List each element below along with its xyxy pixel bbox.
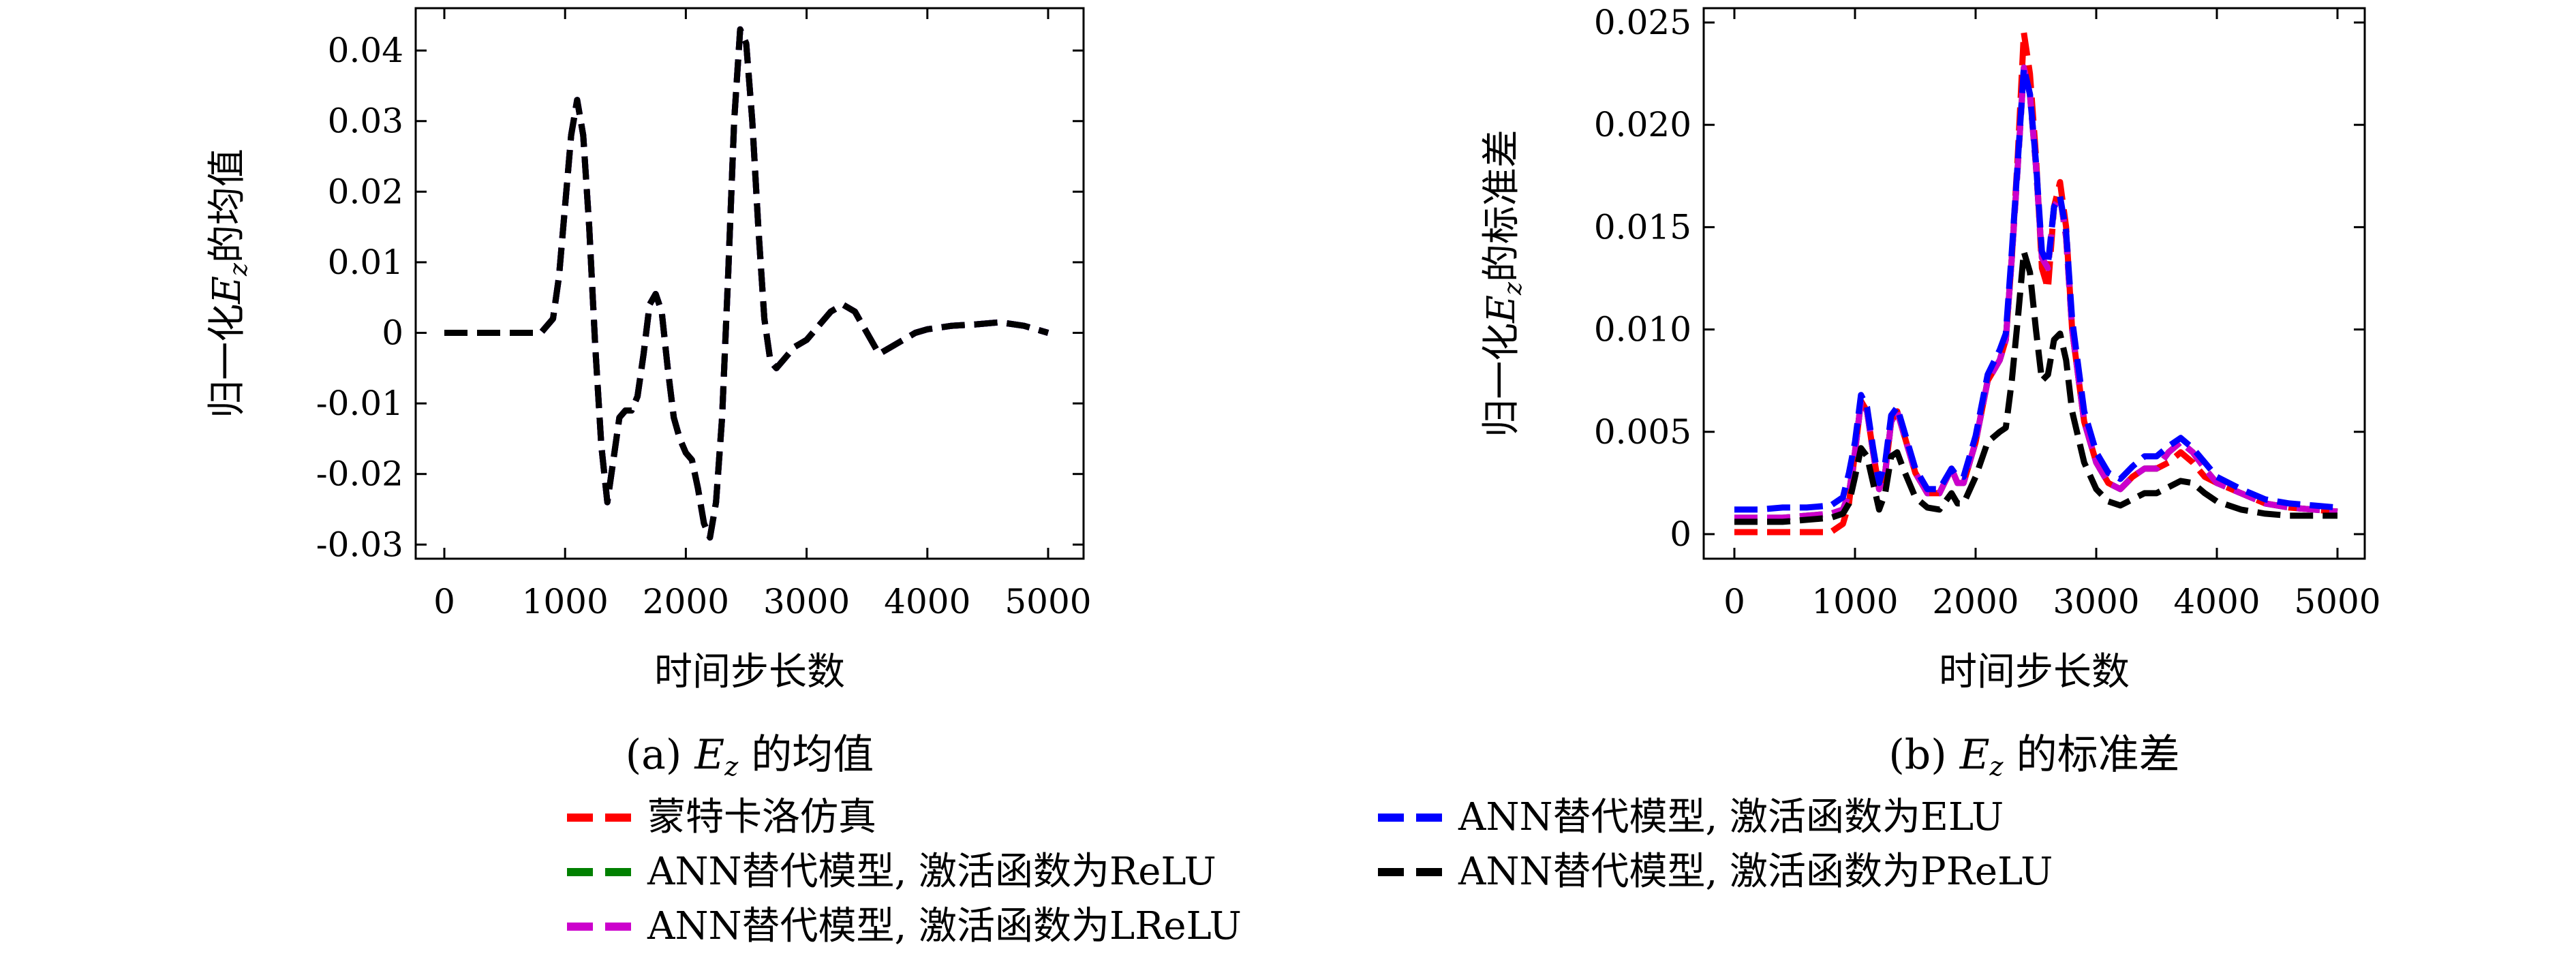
x-tick-label: 3000 bbox=[763, 582, 850, 621]
series-line bbox=[444, 26, 1049, 541]
x-axis-label-b: 时间步长数 bbox=[1939, 650, 2130, 694]
x-tick-label: 5000 bbox=[1005, 582, 1091, 621]
series-group-a bbox=[444, 26, 1049, 541]
y-tick-label: -0.03 bbox=[316, 525, 403, 564]
legend-item-elu: ANN替代模型, 激活函数为ELU bbox=[1378, 795, 2004, 839]
y-tick-label: 0.04 bbox=[328, 31, 403, 70]
panel-a-mean-chart: 0.04 0.03 0.02 0.01 0 -0.01 -0.02 -0.03 0 1000 20… bbox=[205, 7, 1092, 781]
y-tick-label: 0 bbox=[1670, 514, 1691, 554]
x-tick-label: 2000 bbox=[643, 582, 729, 621]
y-tick-label: 0 bbox=[382, 313, 403, 353]
x-tick-label: 0 bbox=[1723, 582, 1745, 621]
y-tick-label: -0.02 bbox=[316, 454, 403, 494]
plot-frame-a bbox=[414, 7, 1085, 560]
y-tick-label: 0.010 bbox=[1594, 310, 1691, 350]
legend-label: 蒙特卡洛仿真 bbox=[647, 795, 876, 839]
y-tick-label: 0.005 bbox=[1594, 412, 1691, 452]
legend-item-monte-carlo: 蒙特卡洛仿真 bbox=[567, 795, 876, 839]
legend-item-lrelu: ANN替代模型, 激活函数为LReLU bbox=[567, 904, 1242, 948]
y-axis-label-a: 归一化Ez的均值 bbox=[205, 149, 253, 418]
y-axis-label-b: 归一化Ez的标准差 bbox=[1479, 129, 1527, 437]
legend-label: ANN替代模型, 激活函数为LReLU bbox=[647, 904, 1242, 948]
legend-label: ANN替代模型, 激活函数为ReLU bbox=[647, 850, 1216, 894]
y-tick-label: 0.02 bbox=[328, 172, 403, 211]
series-line bbox=[1734, 64, 2338, 521]
series-line bbox=[1734, 64, 2338, 513]
legend-item-prelu: ANN替代模型, 激活函数为PReLU bbox=[1378, 850, 2053, 894]
series-line bbox=[444, 26, 1049, 541]
series-line bbox=[444, 26, 1049, 541]
x-tick-label: 4000 bbox=[884, 582, 970, 621]
series-group-b bbox=[1734, 29, 2338, 536]
x-tick-label: 4000 bbox=[2173, 582, 2260, 621]
y-tick-label: 0.020 bbox=[1594, 105, 1691, 144]
series-line bbox=[444, 26, 1049, 541]
x-tick-label: 0 bbox=[433, 582, 455, 621]
series-line bbox=[444, 26, 1049, 541]
series-line bbox=[1734, 29, 2338, 536]
legend-label: ANN替代模型, 激活函数为ELU bbox=[1458, 795, 2004, 839]
x-axis-label-a: 时间步长数 bbox=[654, 650, 845, 694]
panel-b-std-chart: 0.025 0.020 0.015 0.010 0.005 0 0 1000 2000 3000… bbox=[1479, 3, 2381, 781]
y-tick-label: 0.01 bbox=[328, 243, 403, 282]
y-tick-label: -0.01 bbox=[316, 384, 403, 423]
x-tick-label: 5000 bbox=[2294, 582, 2380, 621]
x-tick-label: 2000 bbox=[1932, 582, 2019, 621]
y-tick-label: 0.015 bbox=[1594, 207, 1691, 247]
x-tick-label: 3000 bbox=[2053, 582, 2139, 621]
plot-frame-b bbox=[1702, 7, 2366, 560]
y-axis-ticks-a: 0.04 0.03 0.02 0.01 0 -0.01 -0.02 -0.03 bbox=[316, 31, 1084, 564]
legend-item-relu: ANN替代模型, 激活函数为ReLU bbox=[567, 850, 1216, 894]
caption-b: (b) Ez 的标准差 bbox=[1888, 731, 2179, 781]
legend: 蒙特卡洛仿真 ANN替代模型, 激活函数为ELU ANN替代模型, 激活函数为R… bbox=[567, 795, 2053, 948]
x-axis-ticks-a: 0 1000 2000 3000 4000 5000 bbox=[433, 8, 1092, 621]
y-axis-ticks-b: 0.025 0.020 0.015 0.010 0.005 0 bbox=[1594, 3, 2365, 554]
series-line bbox=[1734, 248, 2337, 525]
x-tick-label: 1000 bbox=[1811, 582, 1898, 621]
caption-a: (a) Ez 的均值 bbox=[626, 731, 874, 781]
y-tick-label: 0.025 bbox=[1594, 3, 1691, 42]
legend-label: ANN替代模型, 激活函数为PReLU bbox=[1458, 850, 2053, 894]
x-axis-ticks-b: 0 1000 2000 3000 4000 5000 bbox=[1723, 8, 2381, 621]
y-tick-label: 0.03 bbox=[328, 102, 403, 141]
x-tick-label: 1000 bbox=[522, 582, 609, 621]
